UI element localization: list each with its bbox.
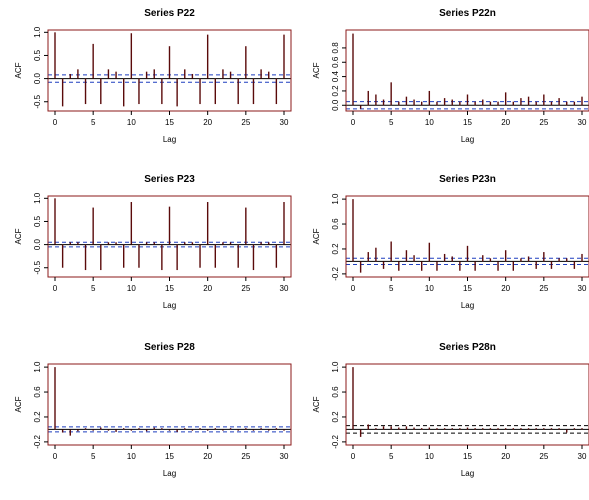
panel-title: Series P28 bbox=[144, 342, 195, 353]
x-tick-label: 30 bbox=[578, 452, 587, 461]
x-axis-label: Lag bbox=[163, 469, 176, 478]
x-tick-label: 20 bbox=[501, 118, 510, 127]
x-tick-label: 15 bbox=[165, 452, 174, 461]
y-tick-label: 1.0 bbox=[33, 192, 42, 204]
x-tick-label: 15 bbox=[463, 118, 472, 127]
x-tick-label: 25 bbox=[241, 118, 250, 127]
x-tick-label: 30 bbox=[578, 284, 587, 293]
plot-frame bbox=[47, 363, 292, 446]
y-tick-label: -0.2 bbox=[331, 434, 340, 448]
y-tick-label: 0.0 bbox=[33, 72, 42, 84]
x-tick-label: 5 bbox=[389, 118, 394, 127]
y-axis-label: ACF bbox=[14, 396, 23, 412]
y-tick-label: -0.5 bbox=[33, 94, 42, 108]
x-tick-label: 30 bbox=[280, 118, 289, 127]
acf-panel-2: Series P22n 0 5 10 15 20 25 30 0.0 0.2 0.4 0.6 0.8 La… bbox=[312, 8, 589, 144]
panel-title: Series P28n bbox=[439, 342, 496, 353]
y-tick-label: -0.5 bbox=[33, 260, 42, 274]
y-tick-label: -0.2 bbox=[331, 266, 340, 280]
y-tick-label: 0.0 bbox=[331, 99, 340, 111]
y-tick-label: 0.2 bbox=[331, 411, 340, 423]
y-tick-label: 0.6 bbox=[331, 56, 340, 68]
x-tick-label: 20 bbox=[501, 452, 510, 461]
y-tick-label: 1.0 bbox=[33, 26, 42, 38]
x-tick-label: 5 bbox=[91, 118, 96, 127]
x-axis-label: Lag bbox=[461, 301, 474, 310]
y-tick-label: 0.8 bbox=[331, 42, 340, 54]
y-axis-label: ACF bbox=[312, 228, 321, 244]
x-axis-label: Lag bbox=[461, 469, 474, 478]
x-tick-label: 30 bbox=[280, 284, 289, 293]
x-tick-label: 0 bbox=[53, 452, 58, 461]
panel-title: Series P23 bbox=[144, 174, 195, 185]
x-tick-label: 20 bbox=[203, 118, 212, 127]
x-tick-label: 10 bbox=[425, 118, 434, 127]
x-tick-label: 15 bbox=[165, 284, 174, 293]
x-axis-label: Lag bbox=[163, 301, 176, 310]
y-tick-label: 0.5 bbox=[33, 49, 42, 61]
y-tick-label: 0.6 bbox=[331, 218, 340, 230]
x-tick-label: 5 bbox=[389, 452, 394, 461]
acf-panel-1: Series P22 0 5 10 15 20 25 30 -0.5 0.0 0.5 1.0 Lag AC… bbox=[14, 8, 292, 144]
x-tick-label: 10 bbox=[425, 284, 434, 293]
y-tick-label: 0.4 bbox=[331, 70, 340, 82]
y-tick-label: 0.2 bbox=[331, 85, 340, 97]
x-tick-label: 15 bbox=[463, 452, 472, 461]
y-tick-label: 0.6 bbox=[33, 386, 42, 398]
y-tick-label: 1.0 bbox=[33, 361, 42, 373]
y-tick-label: 0.6 bbox=[331, 386, 340, 398]
panel-title: Series P23n bbox=[439, 174, 496, 185]
acf-panel-4: Series P23n 0 5 10 15 20 25 30 -0.2 0.2 0.6 1.0 Lag A… bbox=[312, 174, 589, 310]
x-tick-label: 5 bbox=[91, 284, 96, 293]
y-tick-label: 0.2 bbox=[33, 411, 42, 423]
x-tick-label: 10 bbox=[127, 452, 136, 461]
x-tick-label: 30 bbox=[280, 452, 289, 461]
panel-title: Series P22n bbox=[439, 8, 496, 19]
x-tick-label: 15 bbox=[165, 118, 174, 127]
y-axis-label: ACF bbox=[14, 228, 23, 244]
x-tick-label: 25 bbox=[241, 452, 250, 461]
x-tick-label: 5 bbox=[91, 452, 96, 461]
x-tick-label: 25 bbox=[539, 118, 548, 127]
y-tick-label: 1.0 bbox=[331, 361, 340, 373]
x-tick-label: 0 bbox=[53, 118, 58, 127]
x-tick-label: 0 bbox=[351, 118, 356, 127]
x-tick-label: 10 bbox=[425, 452, 434, 461]
y-axis-label: ACF bbox=[312, 396, 321, 412]
x-tick-label: 25 bbox=[539, 284, 548, 293]
acf-panel-3: Series P23 0 5 10 15 20 25 30 -0.5 0.0 0.5 1.0 Lag AC… bbox=[14, 174, 292, 310]
y-axis-label: ACF bbox=[312, 62, 321, 78]
x-tick-label: 15 bbox=[463, 284, 472, 293]
x-tick-label: 5 bbox=[389, 284, 394, 293]
y-tick-label: 1.0 bbox=[331, 193, 340, 205]
y-tick-label: 0.0 bbox=[33, 238, 42, 250]
x-tick-label: 10 bbox=[127, 284, 136, 293]
x-tick-label: 10 bbox=[127, 118, 136, 127]
x-tick-label: 25 bbox=[539, 452, 548, 461]
y-axis-label: ACF bbox=[14, 62, 23, 78]
panel-title: Series P22 bbox=[144, 8, 195, 19]
y-tick-label: 0.5 bbox=[33, 215, 42, 227]
y-tick-label: 0.2 bbox=[331, 243, 340, 255]
x-tick-label: 20 bbox=[501, 284, 510, 293]
acf-panel-5: Series P28 0 5 10 15 20 25 30 -0.2 0.2 0.6 1.0 Lag AC… bbox=[14, 342, 292, 478]
x-axis-label: Lag bbox=[163, 135, 176, 144]
x-tick-label: 0 bbox=[351, 284, 356, 293]
x-axis-label: Lag bbox=[461, 135, 474, 144]
acf-panel-6: Series P28n 0 5 10 15 20 25 30 -0.2 0.2 0.6 1.0 Lag A… bbox=[312, 342, 589, 478]
x-tick-label: 0 bbox=[351, 452, 356, 461]
y-tick-label: -0.2 bbox=[33, 434, 42, 448]
x-tick-label: 0 bbox=[53, 284, 58, 293]
x-tick-label: 20 bbox=[203, 284, 212, 293]
x-tick-label: 20 bbox=[203, 452, 212, 461]
x-tick-label: 30 bbox=[578, 118, 587, 127]
x-tick-label: 25 bbox=[241, 284, 250, 293]
